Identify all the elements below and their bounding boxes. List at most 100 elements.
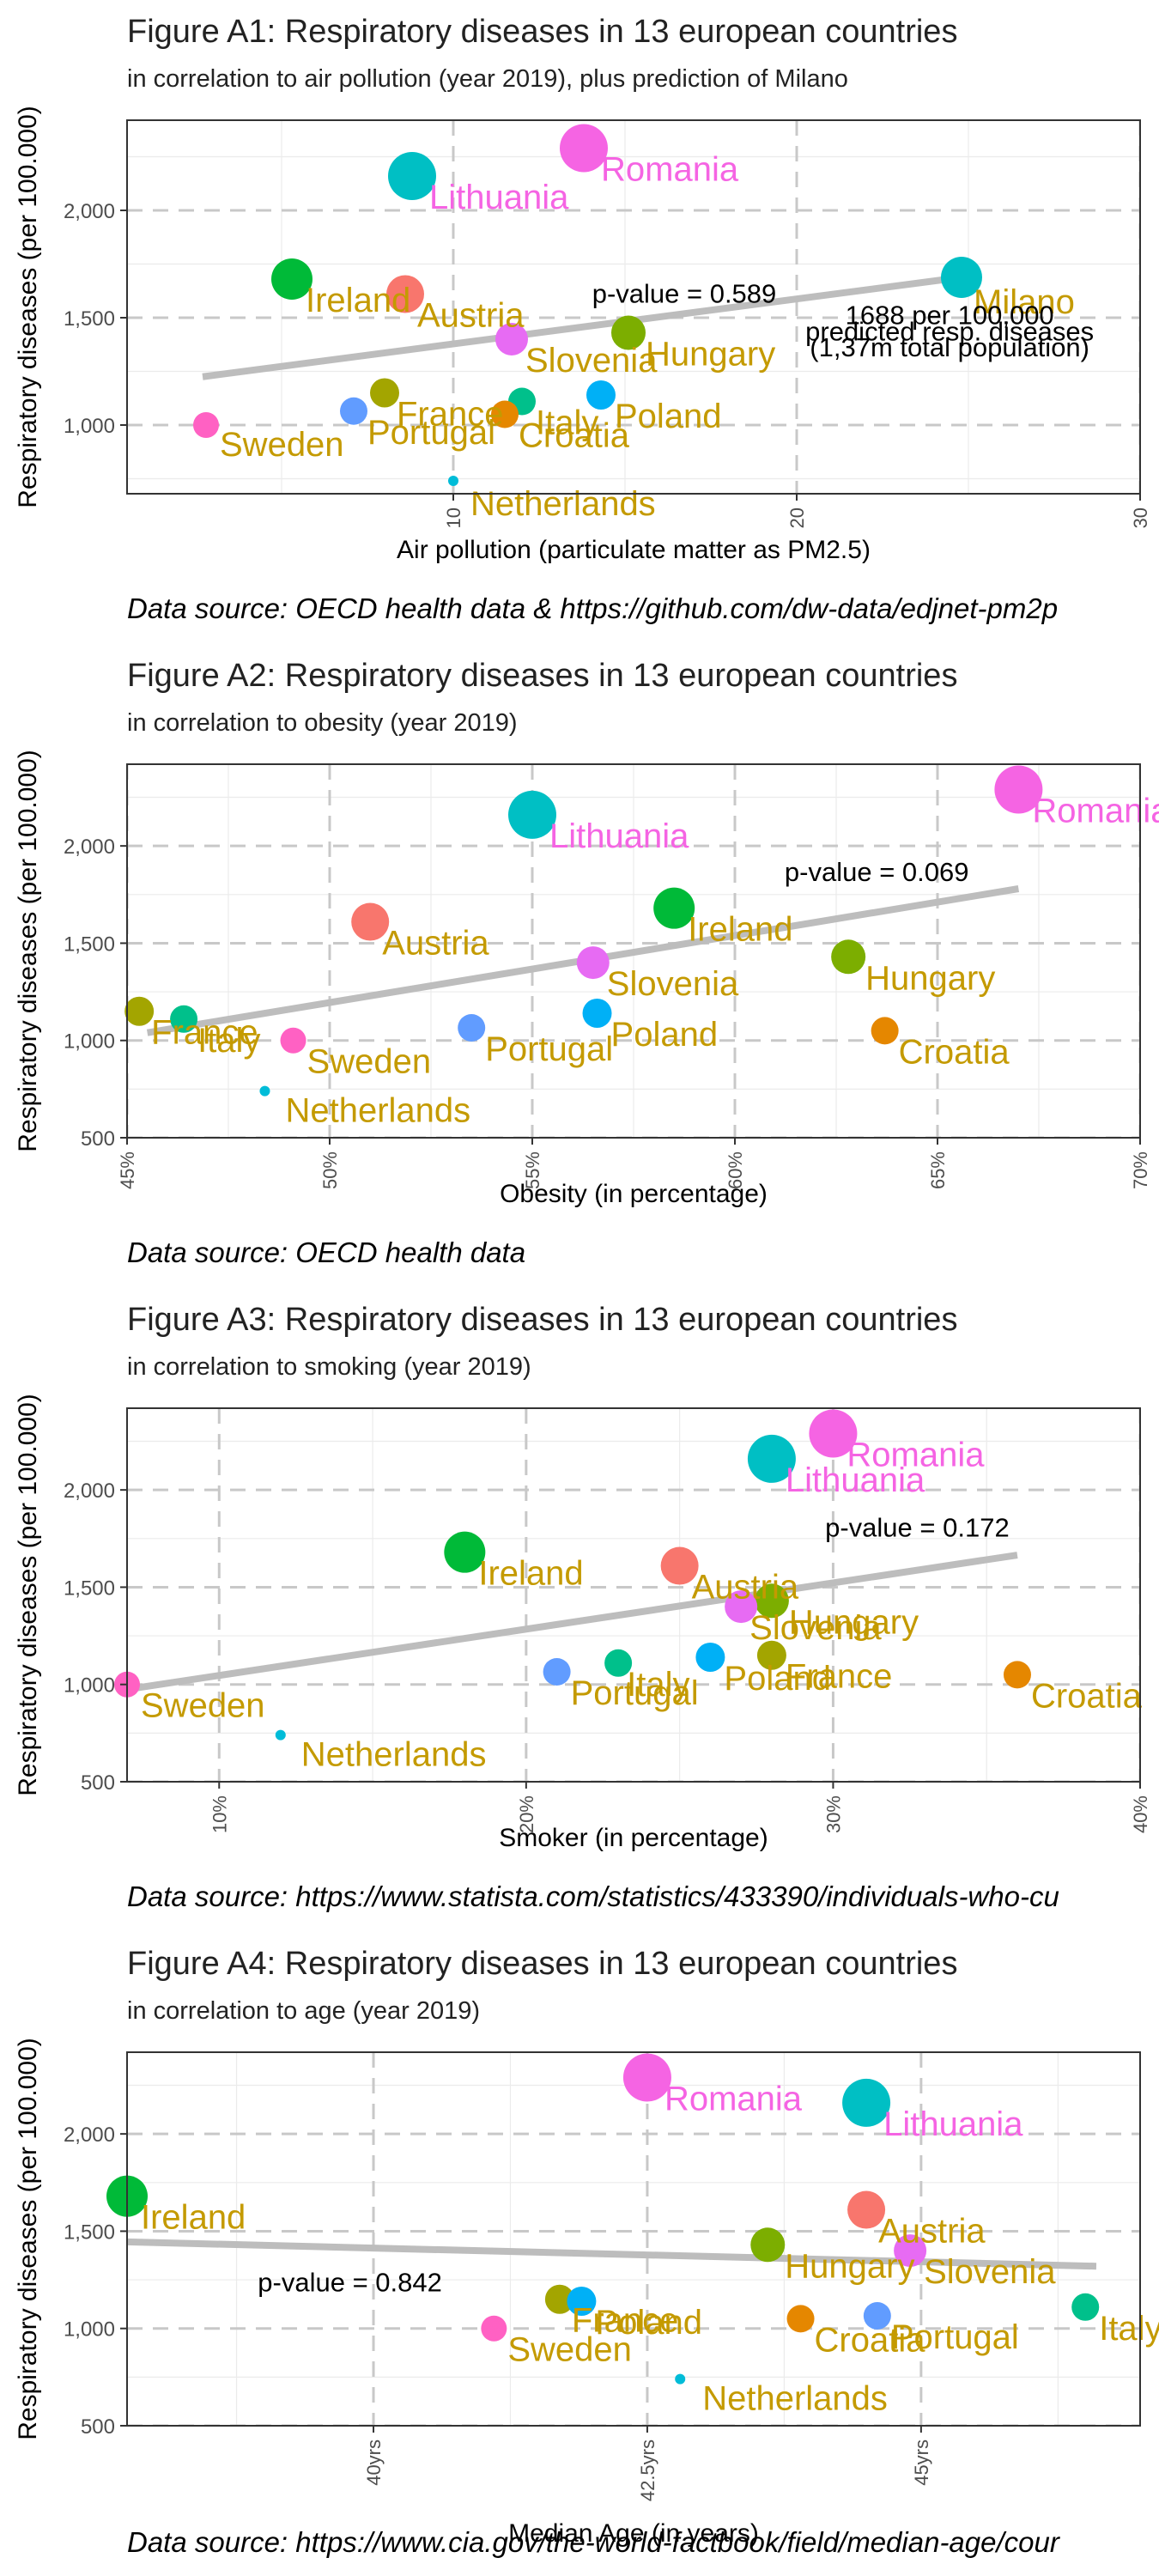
y-tick-label: 500 (81, 2415, 115, 2439)
point-slovenia (725, 1590, 758, 1624)
x-tick-label: 30 (1130, 507, 1151, 528)
data-source: Data source: https://www.cia.gov/the-wor… (127, 2526, 1059, 2558)
point-label-italy: Italy (197, 1022, 260, 1060)
x-tick-label: 20% (516, 1795, 537, 1833)
chart-subtitle: in correlation to obesity (year 2019) (127, 709, 518, 737)
p-value-label: p-value = 0.842 (258, 2268, 442, 2298)
data-source: Data source: https://www.statista.com/st… (127, 1880, 1059, 1912)
point-labels: RomaniaLithuaniaIrelandAustriaHungarySlo… (151, 792, 1159, 1129)
point-sweden (193, 412, 219, 438)
points (106, 2053, 1100, 2385)
point-sweden (481, 2315, 507, 2342)
point-austria (351, 902, 390, 941)
y-tick-label: 1,000 (64, 415, 115, 438)
chart-subtitle: in correlation to smoking (year 2019) (127, 1353, 531, 1381)
x-axis-title: Smoker (in percentage) (499, 1824, 768, 1852)
point-label-romania: Romania (664, 2080, 803, 2117)
x-tick-label: 55% (522, 1151, 543, 1189)
point-ireland (653, 887, 695, 929)
x-tick-label: 40% (1130, 1795, 1151, 1833)
point-label-romania: Romania (846, 1436, 985, 1473)
x-tick-label: 40yrs (363, 2439, 385, 2486)
point-label-slovenia: Slovenia (525, 342, 658, 380)
point-slovenia (495, 323, 528, 355)
point-label-ireland: Ireland (688, 911, 792, 949)
point-lithuania (388, 152, 436, 200)
x-tick-label: 10% (209, 1795, 230, 1833)
point-lithuania (508, 790, 556, 839)
point-italy (170, 1005, 198, 1033)
point-hungary (611, 315, 646, 350)
point-france (544, 2284, 574, 2314)
point-austria (386, 275, 424, 313)
point-label-sweden: Sweden (507, 2331, 632, 2369)
point-label-hungary: Hungary (865, 959, 995, 997)
points (124, 765, 1043, 1097)
x-tick-label: 42.5yrs (637, 2439, 658, 2501)
trend-line (127, 1552, 1018, 1693)
point-croatia (1003, 1661, 1031, 1689)
x-tick-label: 20 (786, 507, 808, 528)
point-label-ireland: Ireland (478, 1555, 583, 1593)
grid (127, 1408, 1140, 1782)
point-netherlands (259, 1085, 270, 1097)
point-label-netherlands: Netherlands (285, 1092, 470, 1130)
p-value-label: p-value = 0.172 (825, 1513, 1010, 1543)
scatter-plot: RomaniaLithuaniaIrelandAustriaHungarySlo… (14, 750, 1159, 1208)
plot-background (127, 1408, 1140, 1782)
point-label-netherlands: Netherlands (301, 1736, 487, 1774)
point-label-sweden: Sweden (307, 1043, 432, 1081)
point-slovenia (894, 2234, 927, 2268)
point-label-france: France (572, 2302, 679, 2340)
point-label-poland: Poland (611, 1016, 719, 1054)
x-tick-label: 60% (725, 1151, 746, 1189)
point-label-poland: Poland (724, 1660, 831, 1698)
y-axis: 1,000 1,500 2,000 (64, 200, 127, 438)
plot-border (126, 763, 1141, 1139)
point-label-poland: Poland (595, 2304, 702, 2342)
plot-border (126, 119, 1141, 495)
point-portugal (340, 397, 367, 425)
point-italy (1071, 2293, 1100, 2321)
x-axis-title: Obesity (in percentage) (500, 1180, 768, 1208)
plot-background (127, 2052, 1140, 2426)
point-lithuania (842, 2078, 891, 2127)
chart-title: Figure A3: Respiratory diseases in 13 eu… (127, 1302, 958, 1338)
y-tick-label: 500 (81, 1771, 115, 1795)
x-axis: 40yrs 42.5yrs 45yrs (363, 2426, 932, 2501)
chart-title: Figure A2: Respiratory diseases in 13 eu… (127, 658, 958, 694)
point-label-croatia: Croatia (1031, 1677, 1143, 1715)
point-label-slovenia: Slovenia (924, 2253, 1056, 2291)
y-tick-label: 1,500 (64, 933, 115, 956)
data-source: Data source: OECD health data (127, 1236, 526, 1268)
point-label-croatia: Croatia (815, 2321, 926, 2359)
point-croatia (871, 1017, 899, 1045)
point-hungary (831, 939, 866, 975)
point-france (124, 996, 155, 1026)
point-label-portugal: Portugal (571, 1674, 699, 1712)
point-label-austria: Austria (417, 297, 525, 335)
point-poland (567, 2287, 597, 2316)
chart-subtitle: in correlation to air pollution (year 20… (127, 65, 848, 93)
point-label-france: France (151, 1014, 258, 1052)
y-tick-label: 2,000 (64, 200, 115, 223)
y-tick-label: 1,500 (64, 1577, 115, 1600)
y-tick-label: 1,000 (64, 2318, 115, 2342)
point-austria (660, 1546, 699, 1585)
y-axis-title: Respiratory diseases (per 100.000) (14, 1394, 42, 1796)
x-tick-label: 65% (927, 1151, 949, 1189)
point-france (756, 1640, 786, 1670)
annotations: p-value = 0.589 1688 per 100,000predicted… (592, 279, 1094, 363)
point-poland (586, 380, 616, 410)
figure-a1: Figure A1: Respiratory diseases in 13 eu… (0, 0, 1159, 644)
y-tick-label: 1,500 (64, 307, 115, 331)
point-label-lithuania: Lithuania (786, 1461, 925, 1499)
point-label-croatia: Croatia (519, 417, 630, 455)
point-label-hungary: Hungary (646, 336, 775, 374)
x-axis-title: Median Age (in years) (508, 2519, 759, 2548)
point-label-italy: Italy (1099, 2310, 1159, 2348)
point-croatia (786, 2305, 815, 2333)
